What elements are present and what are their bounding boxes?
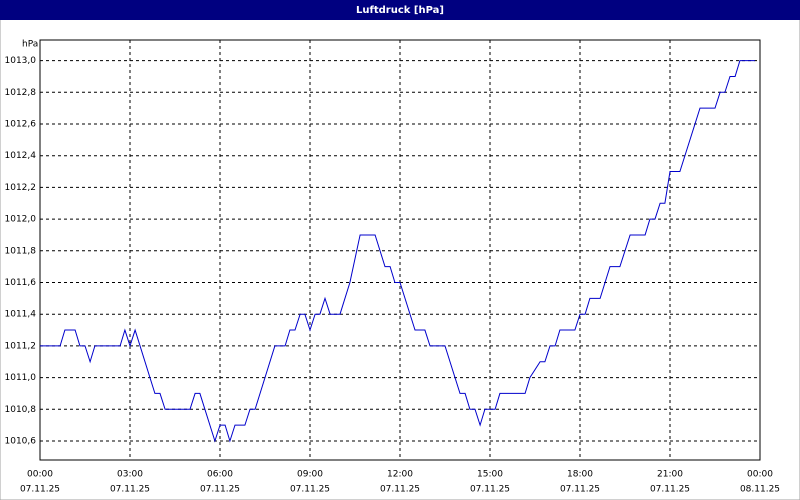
- x-tick-date: 07.11.25: [110, 485, 150, 495]
- y-tick-label: 1011,4: [5, 310, 37, 320]
- y-tick-label: 1011,0: [5, 373, 37, 383]
- x-tick-label: 00:00: [27, 470, 53, 480]
- x-tick-date: 07.11.25: [290, 485, 330, 495]
- y-tick-label: 1012,8: [5, 88, 37, 98]
- title-bar: [0, 0, 800, 20]
- x-tick-label: 06:00: [207, 470, 233, 480]
- x-tick-date: 08.11.25: [740, 485, 780, 495]
- x-tick-label: 03:00: [117, 470, 143, 480]
- chart-title: Luftdruck [hPa]: [356, 5, 444, 16]
- y-tick-label: 1012,2: [5, 183, 37, 193]
- y-tick-label: 1011,8: [5, 246, 37, 256]
- y-tick-label: 1010,8: [5, 405, 37, 415]
- y-tick-label: 1011,6: [5, 278, 37, 288]
- x-tick-date: 07.11.25: [650, 485, 690, 495]
- y-tick-label: 1012,4: [5, 151, 37, 161]
- y-tick-label: 1010,6: [5, 436, 37, 446]
- x-tick-date: 07.11.25: [200, 485, 240, 495]
- y-tick-label: 1012,0: [5, 215, 37, 225]
- x-tick-label: 00:00: [747, 470, 773, 480]
- x-tick-label: 15:00: [477, 470, 503, 480]
- x-tick-label: 12:00: [387, 470, 413, 480]
- y-unit: hPa: [22, 40, 38, 50]
- x-tick-label: 09:00: [297, 470, 323, 480]
- x-tick-date: 07.11.25: [470, 485, 510, 495]
- x-tick-date: 07.11.25: [380, 485, 420, 495]
- data-line: [40, 60, 755, 443]
- y-tick-label: 1011,2: [5, 341, 37, 351]
- y-tick-label: 1013,0: [5, 56, 37, 66]
- x-tick-label: 21:00: [657, 470, 683, 480]
- x-tick-date: 07.11.25: [560, 485, 600, 495]
- y-tick-label: 1012,6: [5, 120, 37, 130]
- x-tick-label: 18:00: [567, 470, 593, 480]
- x-tick-date: 07.11.25: [20, 485, 60, 495]
